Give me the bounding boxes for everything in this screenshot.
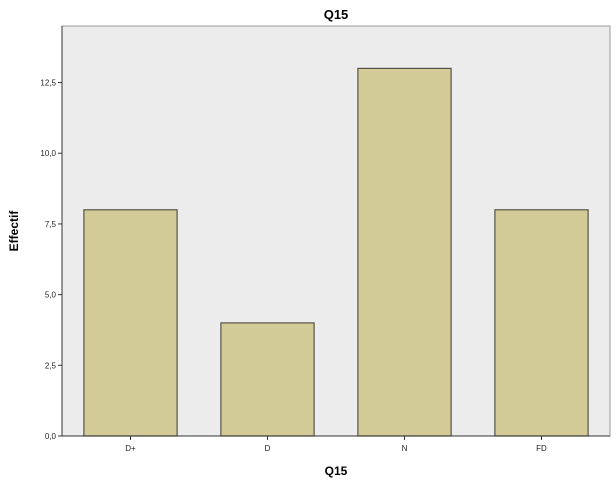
x-axis-ticks: D+ D N FD [125, 436, 547, 453]
y-tick-label: 7,5 [45, 220, 57, 229]
bar-d [220, 322, 315, 437]
bars-group [83, 67, 589, 437]
x-tick-label: FD [536, 444, 547, 453]
y-tick-label: 0,0 [45, 432, 57, 441]
chart-title: Q15 [324, 7, 349, 22]
y-tick-label: 2,5 [45, 361, 57, 370]
bar-n [357, 67, 452, 437]
x-tick-label: N [402, 444, 408, 453]
y-tick-label: 10,0 [40, 149, 56, 158]
x-tick-label: D+ [125, 444, 136, 453]
y-axis-label: Effectif [7, 210, 21, 252]
y-axis-ticks: 0,0 2,5 5,0 7,5 10,0 12,5 [40, 79, 62, 441]
x-axis-label: Q15 [325, 464, 348, 478]
bar-fd [494, 209, 589, 437]
bar-dplus [83, 209, 178, 437]
y-tick-label: 12,5 [40, 79, 56, 88]
y-tick-label: 5,0 [45, 291, 57, 300]
x-tick-label: D [265, 444, 271, 453]
